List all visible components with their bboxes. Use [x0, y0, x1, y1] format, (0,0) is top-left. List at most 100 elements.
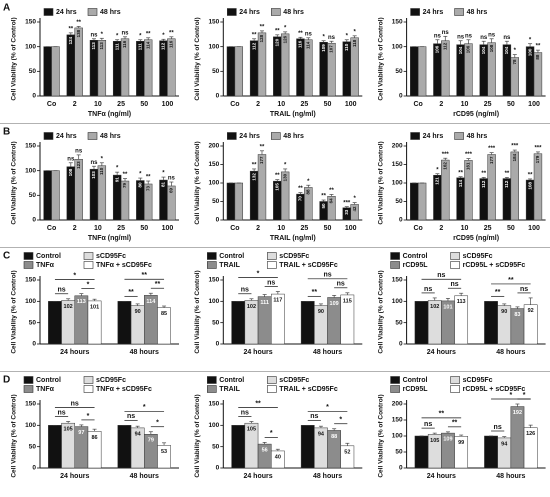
significance-label: *	[139, 33, 142, 39]
value-label: 64	[329, 198, 334, 204]
y-tick-label: 100	[25, 422, 36, 429]
x-tick-label: 100	[528, 101, 540, 108]
value-label: 177	[259, 156, 264, 164]
y-tick-label: 150	[25, 277, 36, 284]
value-label: 177	[489, 156, 494, 164]
x-tick-label: 50	[507, 101, 515, 108]
value-label: 110	[344, 43, 349, 51]
legend-swatch	[266, 261, 277, 269]
significance-label: *	[353, 196, 356, 202]
legend-swatch	[87, 8, 98, 16]
significance-label: **	[481, 171, 486, 177]
comparison-label: *	[257, 270, 260, 277]
significance-label: *	[116, 166, 119, 172]
y-tick-label: 150	[392, 19, 403, 26]
y-tick-label: 0	[216, 217, 220, 224]
legend-label: 24 hrs	[423, 133, 444, 140]
y-axis-label: Cell Viability (% of Control)	[11, 141, 18, 224]
y-tick-label: 150	[392, 417, 403, 424]
bar	[43, 46, 52, 97]
x-tick-label: Co	[414, 101, 423, 108]
y-tick-label: 50	[212, 198, 220, 205]
value-label: 78	[512, 59, 517, 65]
value-label: 102	[247, 304, 256, 310]
x-tick-label: 48 hours	[496, 349, 525, 356]
y-tick-label: 0	[32, 93, 36, 100]
significance-label: **	[146, 31, 151, 37]
legend-label: 48 hrs	[283, 9, 304, 16]
significance-label: **	[458, 170, 463, 176]
y-tick-label: 0	[399, 93, 403, 100]
legend-label: Control	[36, 377, 61, 384]
significance-label: ns	[168, 176, 176, 182]
value-label: 90	[318, 309, 324, 315]
value-label: 69	[169, 187, 174, 193]
y-tick-label: 50	[395, 198, 403, 205]
y-tick-label: 150	[392, 277, 403, 284]
x-tick-label: 48 hours	[313, 473, 342, 480]
legend-swatch	[266, 385, 277, 393]
bar	[484, 435, 498, 469]
value-label: 106	[435, 45, 440, 53]
panel-letter: D	[3, 375, 10, 386]
y-tick-label: 200	[208, 143, 219, 150]
legend-label: 24 hrs	[56, 133, 77, 140]
value-label: 90	[135, 309, 141, 315]
x-tick-label: 100	[345, 225, 357, 232]
y-axis-label: Cell Viability (% of Control)	[11, 270, 18, 353]
comparison-label: *	[326, 404, 329, 411]
value-label: 114	[458, 179, 463, 187]
y-tick-label: 0	[216, 341, 220, 348]
y-axis-label: Cell Viability (% of Control)	[377, 17, 384, 100]
value-label: 101	[443, 304, 452, 310]
legend-label: TRAIL + sCD95Fc	[279, 386, 338, 393]
y-tick-label: 100	[25, 167, 36, 174]
value-label: 92	[528, 308, 534, 314]
legend-swatch	[23, 261, 34, 269]
value-label: 73	[145, 185, 150, 191]
significance-label: ns	[75, 148, 83, 154]
significance-label: ns	[305, 31, 313, 37]
comparison-label: ns	[424, 286, 432, 293]
value-label: 121	[435, 177, 440, 185]
legend-swatch	[450, 252, 460, 260]
legend-label: TRAIL	[219, 262, 240, 269]
x-tick-label: 2	[256, 101, 260, 108]
y-axis-label: Cell Viability (% of Control)	[11, 394, 18, 477]
legend-swatch	[454, 8, 464, 16]
value-label: 88	[535, 54, 540, 60]
x-tick-label: 100	[528, 225, 540, 232]
legend-label: TNFα	[36, 386, 55, 393]
value-label: 111	[260, 300, 269, 306]
legend-label: 24 hrs	[423, 9, 444, 16]
significance-label: ns	[488, 32, 496, 38]
y-tick-label: 100	[392, 433, 403, 440]
y-tick-label: 100	[392, 298, 403, 305]
value-label: 113	[99, 42, 104, 50]
value-label: 50	[321, 203, 326, 209]
y-tick-label: 100	[208, 422, 219, 429]
value-label: 116	[169, 40, 174, 48]
bar	[51, 170, 60, 221]
x-tick-label: 24 hours	[243, 473, 272, 480]
x-tick-label: 24 hours	[427, 473, 456, 480]
comparison-label: **	[495, 289, 501, 296]
y-tick-label: 200	[392, 143, 403, 150]
legend-swatch	[266, 376, 277, 384]
comparison-label: ns	[424, 421, 432, 428]
comparison-label: ns	[323, 272, 331, 279]
value-label: 109	[330, 301, 339, 307]
significance-label: *	[529, 37, 532, 43]
legend-label: Control	[219, 253, 244, 260]
y-tick-label: 0	[399, 465, 403, 472]
legend-label: 48 hrs	[467, 133, 488, 140]
value-label: 40	[275, 454, 281, 460]
comparison-label: *	[156, 420, 159, 427]
comparison-label: ns	[450, 281, 458, 288]
value-label: 53	[161, 449, 167, 455]
significance-label: ns	[122, 30, 130, 36]
bar	[231, 301, 246, 345]
x-tick-label: 50	[324, 225, 332, 232]
comparison-label: ns	[241, 409, 249, 416]
legend-label: TRAIL + sCD95Fc	[279, 262, 338, 269]
